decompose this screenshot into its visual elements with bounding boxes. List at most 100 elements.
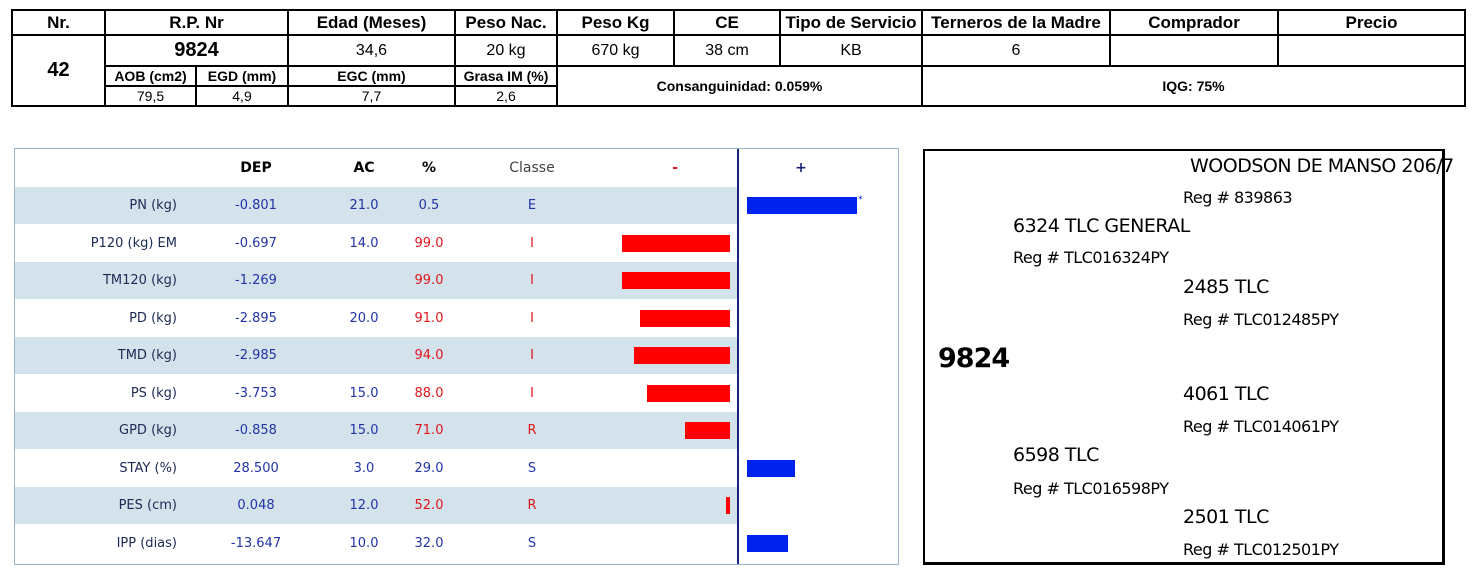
header-nr: Nr. [11, 9, 106, 36]
negative-bar [640, 309, 730, 327]
header-terneros-madre: Terneros de la Madre [921, 9, 1111, 36]
epd-pct-value: 94.0 [414, 348, 444, 363]
epd-ac-value: 14.0 [349, 235, 379, 251]
epd-pct-value: 0.5 [418, 198, 440, 213]
header-comprador: Comprador [1109, 9, 1279, 36]
value-terneros-madre: 6 [921, 34, 1111, 67]
negative-bar [685, 422, 730, 439]
header-egc: EGC (mm) [287, 65, 456, 87]
value-nr: 42 [11, 34, 106, 107]
epd-row: P120 (kg) EM -0.697 14.0 99.0 I [15, 225, 737, 262]
value-rp: 9824 [104, 34, 289, 67]
epd-header: DEP AC % Classe - + [15, 149, 898, 187]
header-peso-nac: Peso Nac. [454, 9, 558, 36]
header-ac: AC [353, 160, 375, 176]
value-peso-nac: 20 kg [454, 34, 558, 67]
epd-dep-value: -13.647 [230, 535, 282, 551]
negative-bar [647, 384, 730, 402]
epd-ac-value: 10.0 [349, 535, 379, 551]
epd-pct-value: 88.0 [414, 385, 444, 401]
epd-trait-label: GPD (kg) [119, 423, 177, 438]
epd-pct-value: 32.0 [414, 535, 444, 551]
epd-classe-value: I [530, 273, 534, 288]
epd-row: TMD (kg) -2.985 94.0 I [15, 337, 737, 374]
value-tipo-servicio: KB [779, 34, 923, 67]
dam-name: 6598 TLC [1013, 444, 1099, 466]
dam-dam-name: 2501 TLC [1183, 506, 1269, 528]
header-pct: % [421, 160, 437, 176]
epd-pct-value: 52.0 [414, 498, 444, 513]
positive-bar [747, 459, 795, 477]
epd-trait-label: PD (kg) [129, 310, 177, 326]
epd-row: PD (kg) -2.895 20.0 91.0 I [15, 300, 737, 337]
epd-trait-label: STAY (%) [119, 460, 177, 476]
sire-sire-name: WOODSON DE MANSO 206/7 [1190, 155, 1454, 177]
header-precio: Precio [1277, 9, 1466, 36]
animal-info-table: Nr. R.P. Nr Edad (Meses) Peso Nac. Peso … [11, 9, 1466, 107]
epd-dep-value: -0.858 [235, 423, 277, 438]
epd-dep-value: -3.753 [235, 385, 277, 401]
value-precio[interactable] [1277, 34, 1466, 67]
header-dep: DEP [240, 160, 272, 176]
value-edad: 34,6 [287, 34, 456, 67]
epd-dep-value: -1.269 [235, 273, 277, 288]
epd-dep-value: 0.048 [237, 498, 275, 513]
value-comprador[interactable] [1109, 34, 1279, 67]
epd-dep-value: -0.697 [235, 235, 277, 251]
epd-trait-label: TMD (kg) [117, 348, 177, 363]
negative-bar [622, 272, 730, 289]
epd-pct-value: 29.0 [414, 460, 444, 476]
dam-sire-name: 4061 TLC [1183, 383, 1269, 405]
value-ce: 38 cm [673, 34, 781, 67]
positive-bar [747, 534, 788, 552]
epd-dep-value: -2.895 [235, 310, 277, 326]
epd-trait-label: IPP (dias) [116, 535, 177, 551]
negative-bar [726, 497, 730, 514]
header-minus: - [672, 160, 678, 176]
epd-dep-value: -2.985 [235, 348, 277, 363]
epd-trait-label: PS (kg) [130, 385, 177, 401]
epd-row: PS (kg) -3.753 15.0 88.0 I [15, 375, 737, 412]
zero-axis-divider [737, 149, 739, 564]
epd-row: STAY (%) 28.500 3.0 29.0 S [15, 450, 737, 487]
epd-row: GPD (kg) -0.858 15.0 71.0 R [15, 412, 737, 449]
dam-sire-reg: Reg # TLC014061PY [1183, 417, 1339, 436]
epd-panel: DEP AC % Classe - + PN (kg) -0.801 21.0 0.5… [14, 148, 899, 565]
header-rp: R.P. Nr [104, 9, 289, 36]
header-grasa-im: Grasa IM (%) [454, 65, 558, 87]
header-classe: Classe [509, 160, 555, 176]
positive-bar [747, 197, 857, 214]
epd-trait-label: PN (kg) [129, 198, 177, 213]
sire-name: 6324 TLC GENERAL [1013, 215, 1190, 237]
animal-id: 9824 [938, 343, 1010, 374]
epd-row: IPP (dias) -13.647 10.0 32.0 S [15, 525, 737, 562]
epd-pct-value: 99.0 [414, 235, 444, 251]
epd-classe-value: I [530, 348, 534, 363]
header-edad: Edad (Meses) [287, 9, 456, 36]
epd-trait-label: P120 (kg) EM [90, 235, 177, 251]
sire-dam-reg: Reg # TLC012485PY [1183, 310, 1339, 329]
sire-reg: Reg # TLC016324PY [1013, 248, 1169, 267]
value-egc: 7,7 [287, 85, 456, 107]
pedigree-box: WOODSON DE MANSO 206/7 Reg # 839863 6324… [923, 149, 1454, 565]
value-egd: 4,9 [195, 85, 289, 107]
epd-ac-value: 3.0 [353, 460, 375, 476]
consanguinidad: Consanguinidad: 0.059% [556, 65, 923, 107]
epd-ac-value: 15.0 [349, 423, 379, 438]
value-grasa-im: 2,6 [454, 85, 558, 107]
header-plus: + [795, 160, 807, 176]
epd-classe-value: I [530, 310, 534, 326]
header-ce: CE [673, 9, 781, 36]
header-peso-kg: Peso Kg [556, 9, 675, 36]
negative-bar [622, 234, 730, 252]
epd-trait-label: PES (cm) [118, 498, 177, 513]
bar-marker: * [858, 195, 863, 205]
epd-ac-value: 12.0 [349, 498, 379, 513]
epd-classe-value: E [527, 198, 537, 213]
epd-dep-value: 28.500 [233, 460, 279, 476]
epd-row: PES (cm) 0.048 12.0 52.0 R [15, 487, 737, 524]
epd-trait-label: TM120 (kg) [102, 273, 177, 288]
epd-pct-value: 91.0 [414, 310, 444, 326]
epd-dep-value: -0.801 [235, 198, 277, 213]
epd-classe-value: R [527, 498, 537, 513]
